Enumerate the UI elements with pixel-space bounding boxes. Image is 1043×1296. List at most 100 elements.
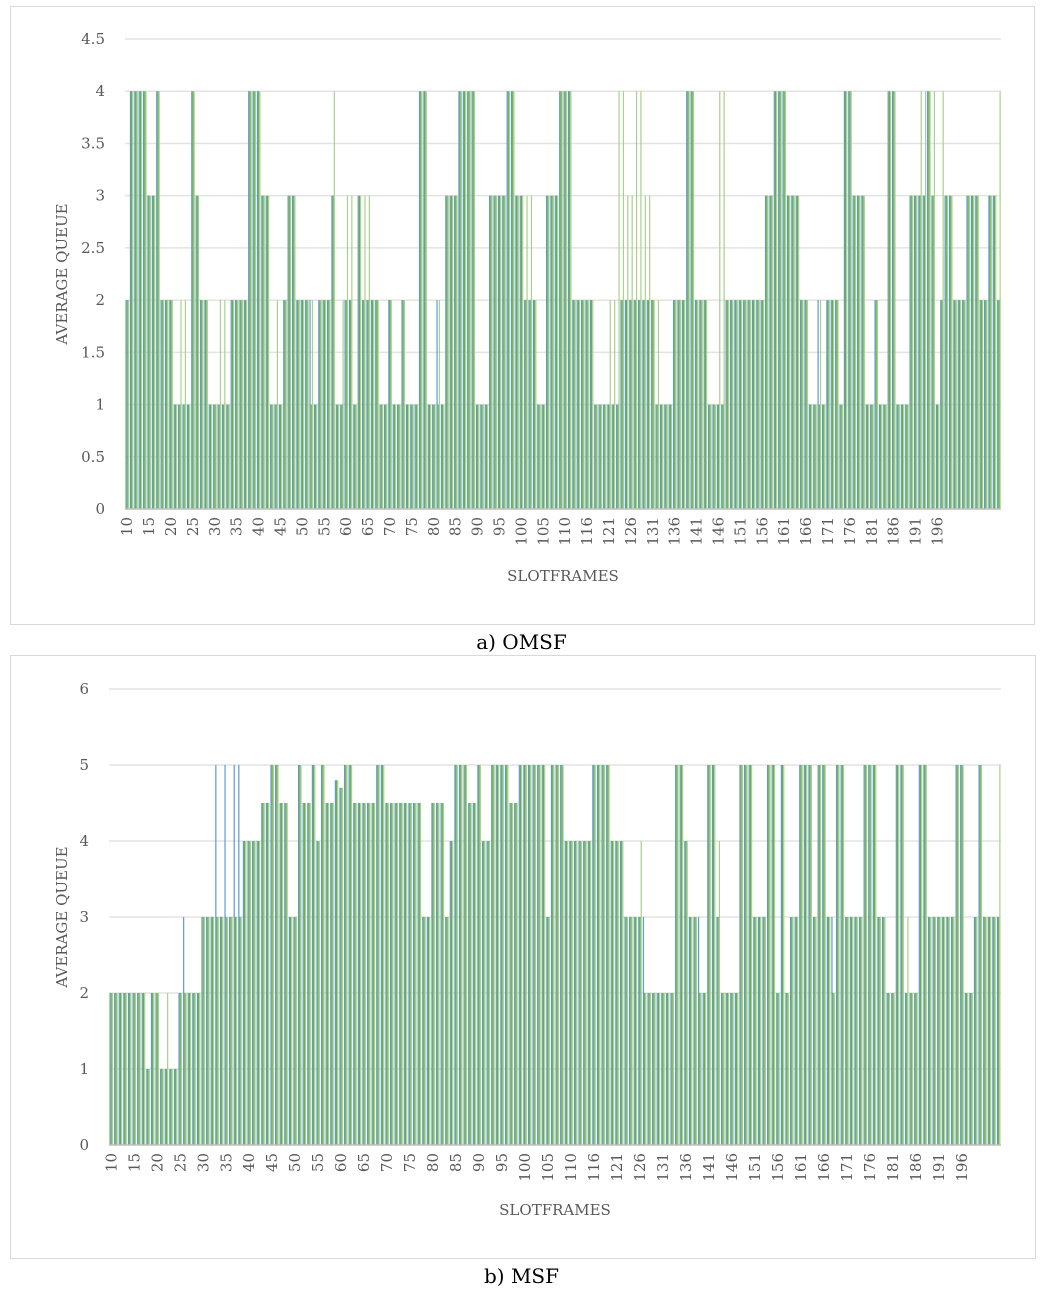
bar [858,195,860,510]
bar [744,765,746,1145]
bar [109,993,111,1145]
bar [983,917,985,1145]
bar [596,765,599,1145]
bar [739,765,741,1145]
bar [671,993,673,1145]
bar [335,780,338,1145]
bar [254,91,257,509]
bar [275,404,277,509]
y-tick-label: 0 [79,1136,89,1154]
bar [722,993,724,1145]
bar [386,404,388,509]
bar [452,841,454,1145]
bar [725,993,727,1145]
bar [285,300,287,509]
bar [570,91,572,509]
bar [154,195,156,510]
bar [740,765,742,1145]
bar [786,993,788,1145]
bar [920,91,922,509]
bar [853,195,855,510]
bar [631,917,633,1145]
bar [445,195,447,510]
bar [556,765,558,1145]
bar [389,300,391,509]
bar [211,404,213,509]
bar [327,803,330,1145]
bar [728,993,730,1145]
bar [778,91,780,509]
bar [547,917,549,1145]
bar [569,841,571,1145]
bar [960,765,962,1145]
bar [129,91,132,509]
bar [786,195,789,510]
bar [817,765,819,1145]
bar [693,917,695,1145]
bar [252,841,254,1145]
bar [427,404,429,509]
bar [988,917,991,1145]
bar [916,195,918,510]
bar [373,300,375,509]
bar [924,765,926,1145]
bar [593,765,595,1145]
x-tick-label: 65 [355,1153,373,1172]
bar [864,765,866,1145]
x-tick-label: 55 [309,1153,327,1172]
bar [946,917,948,1145]
y-tick-label: 3.5 [81,134,105,152]
bar [811,404,813,509]
bar [826,917,828,1145]
bar [341,404,343,509]
bar [714,404,716,509]
bar [180,993,183,1145]
bar [275,765,277,1145]
bar [887,91,889,509]
bar [978,765,980,1145]
x-tick-label: 50 [293,517,311,536]
bar [618,91,620,509]
bar [691,917,693,1145]
bar [481,841,484,1145]
bar [355,803,357,1145]
bar [469,803,471,1145]
bar [684,300,686,509]
bar [590,841,592,1145]
bar [997,300,999,509]
bar [700,993,702,1145]
bar [665,993,668,1145]
bar [769,765,771,1145]
bar [612,404,615,509]
bar [363,803,365,1145]
bar [199,993,201,1145]
bar [954,300,956,509]
bar [434,404,436,509]
bar [342,300,344,509]
bar [677,300,679,509]
bar [599,765,601,1145]
bar [150,993,153,1145]
bar [118,993,120,1145]
bar [721,404,723,509]
bar [861,195,863,510]
bar [463,91,466,509]
y-tick-label: 2 [95,291,105,309]
bar [957,765,960,1145]
bar [753,300,755,509]
bar [209,404,212,509]
bar [440,404,443,509]
bar [548,917,550,1145]
bar [932,195,934,510]
bar [956,765,958,1145]
bar [903,404,905,509]
bar [249,91,251,509]
x-tick-label: 40 [240,1153,258,1172]
bar [936,404,939,509]
bar [756,300,758,509]
bar [194,993,196,1145]
bar [141,993,143,1145]
bar [191,91,193,509]
bar [725,300,727,509]
bar [256,841,258,1145]
